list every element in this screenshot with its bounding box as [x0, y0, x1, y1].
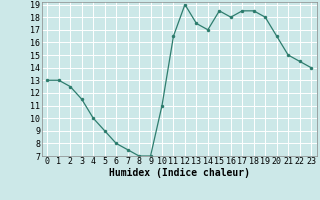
X-axis label: Humidex (Indice chaleur): Humidex (Indice chaleur): [109, 168, 250, 178]
